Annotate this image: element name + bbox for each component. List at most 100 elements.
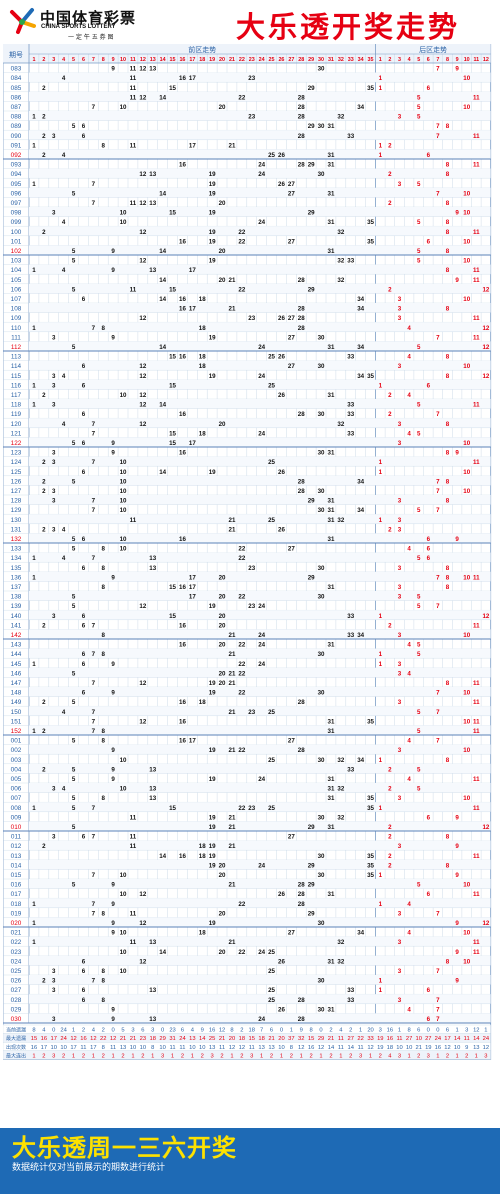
stats-front-value: 17 xyxy=(90,1045,96,1051)
front-ball: 27 xyxy=(288,190,295,197)
stats-front-value: 2 xyxy=(181,1053,184,1059)
issue-number: 014 xyxy=(11,862,22,869)
stats-front-value: 11 xyxy=(170,1045,176,1051)
front-ball: 8 xyxy=(102,968,106,975)
issue-number: 147 xyxy=(11,680,22,687)
front-ball: 10 xyxy=(120,891,127,898)
front-ball: 24 xyxy=(258,642,265,649)
stats-front-value: 11 xyxy=(358,1045,364,1051)
back-ball: 6 xyxy=(427,546,431,553)
issue-number: 129 xyxy=(11,507,22,514)
stats-front-value: 6 xyxy=(181,1028,184,1034)
front-ball: 6 xyxy=(82,440,86,447)
stats-front-value: 10 xyxy=(51,1045,57,1051)
front-ball: 10 xyxy=(120,392,127,399)
front-ball: 28 xyxy=(298,325,305,332)
back-ball: 7 xyxy=(436,488,440,495)
stats-back-value: 1 xyxy=(455,1028,458,1034)
front-ball: 24 xyxy=(258,344,265,351)
front-ball: 27 xyxy=(288,238,295,245)
front-ball: 5 xyxy=(72,738,76,745)
front-ball: 9 xyxy=(111,450,115,457)
back-ball: 9 xyxy=(455,920,459,927)
front-ball: 10 xyxy=(120,872,127,879)
back-ball: 10 xyxy=(463,958,470,965)
stats-label: 最大连出 xyxy=(6,1052,26,1059)
front-ball: 19 xyxy=(209,776,216,783)
front-ball: 19 xyxy=(209,824,216,831)
front-ball: 8 xyxy=(102,632,106,639)
front-ball: 26 xyxy=(278,392,285,399)
front-ball: 22 xyxy=(238,661,245,668)
front-ball: 29 xyxy=(308,910,315,917)
back-ball: 11 xyxy=(473,805,480,812)
front-ball: 21 xyxy=(229,709,236,716)
front-ball: 16 xyxy=(179,718,186,725)
issue-number: 121 xyxy=(11,430,22,437)
front-ball: 10 xyxy=(120,757,127,764)
back-ball: 4 xyxy=(407,354,411,361)
stats-front-value: 27 xyxy=(348,1036,354,1042)
front-ball: 16 xyxy=(179,642,186,649)
back-ball: 1 xyxy=(379,152,383,159)
issue-number: 101 xyxy=(11,238,22,245)
stats-front-value: 23 xyxy=(169,1028,175,1034)
front-ball: 6 xyxy=(82,690,86,697)
front-ball: 27 xyxy=(288,315,295,322)
front-column-label: 23 xyxy=(249,57,255,63)
row-stripe xyxy=(29,245,491,255)
stats-front-value: 13 xyxy=(268,1045,274,1051)
row-stripe xyxy=(29,226,491,236)
front-ball: 28 xyxy=(298,997,305,1004)
stats-front-value: 14 xyxy=(328,1045,335,1051)
front-ball: 23 xyxy=(248,565,255,572)
back-ball: 10 xyxy=(463,238,470,245)
front-column-label: 21 xyxy=(229,57,235,63)
back-ball: 11 xyxy=(473,277,480,284)
stats-front-value: 12 xyxy=(318,1045,324,1051)
back-ball: 8 xyxy=(446,584,450,591)
back-ball: 1 xyxy=(379,987,383,994)
stats-label: 当前遗漏 xyxy=(6,1027,26,1034)
front-ball: 25 xyxy=(268,968,275,975)
front-ball: 6 xyxy=(82,133,86,140)
back-ball: 12 xyxy=(482,286,489,293)
stats-front-value: 12 xyxy=(219,1028,225,1034)
back-ball: 4 xyxy=(407,738,411,745)
front-column-label: 8 xyxy=(102,57,105,63)
back-ball: 6 xyxy=(427,555,431,562)
front-ball: 1 xyxy=(32,939,36,946)
front-ball: 35 xyxy=(367,862,374,869)
back-ball: 11 xyxy=(473,939,480,946)
front-ball: 26 xyxy=(278,152,285,159)
issue-number: 118 xyxy=(11,402,22,409)
front-ball: 28 xyxy=(298,162,305,169)
front-ball: 34 xyxy=(357,373,364,380)
back-ball: 4 xyxy=(407,1006,411,1013)
back-ball: 8 xyxy=(446,248,450,255)
front-ball: 35 xyxy=(367,85,374,92)
stats-back-value: 24 xyxy=(483,1036,490,1042)
front-ball: 30 xyxy=(318,651,325,658)
stats-front-value: 11 xyxy=(249,1045,255,1051)
front-ball: 9 xyxy=(111,248,115,255)
front-ball: 25 xyxy=(268,987,275,994)
back-ball: 11 xyxy=(473,334,480,341)
front-ball: 29 xyxy=(308,862,315,869)
front-column-label: 18 xyxy=(199,57,205,63)
front-column-label: 16 xyxy=(179,57,185,63)
back-ball: 6 xyxy=(427,152,431,159)
back-ball: 11 xyxy=(473,267,480,274)
issue-number: 087 xyxy=(11,104,22,111)
stats-back-value: 12 xyxy=(444,1045,450,1051)
back-ball: 5 xyxy=(417,344,421,351)
front-column-label: 5 xyxy=(72,57,75,63)
back-ball: 11 xyxy=(473,853,480,860)
front-ball: 22 xyxy=(238,901,245,908)
row-stripe xyxy=(29,744,491,755)
row-stripe xyxy=(29,1013,491,1023)
front-ball: 19 xyxy=(209,862,216,869)
front-ball: 10 xyxy=(120,459,127,466)
issue-number: 126 xyxy=(11,478,22,485)
front-ball: 12 xyxy=(139,718,146,725)
